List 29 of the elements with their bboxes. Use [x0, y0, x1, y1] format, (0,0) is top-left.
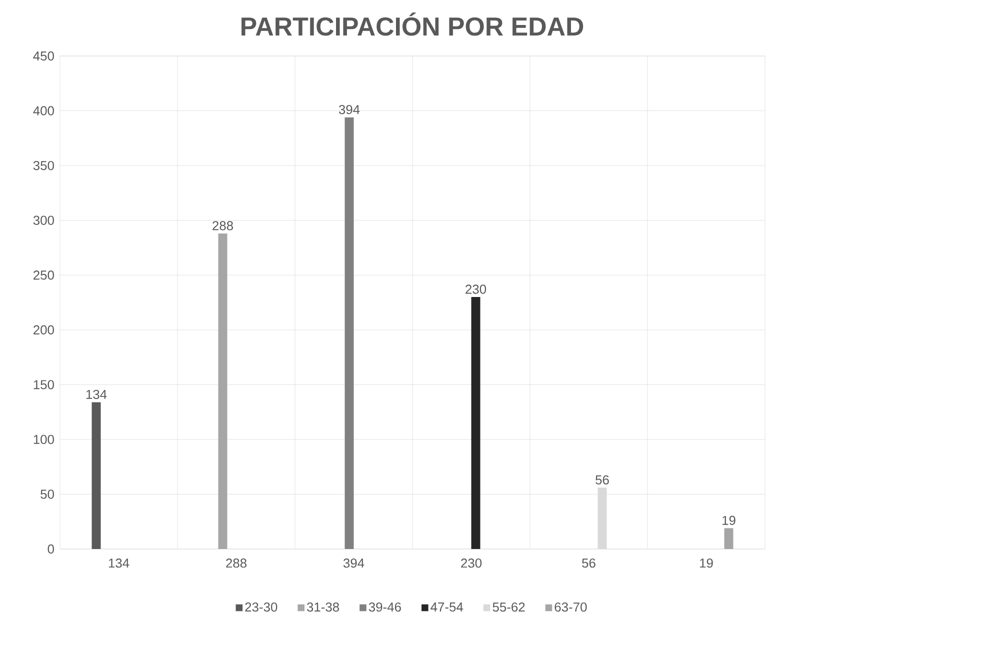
y-tick-label: 250	[34, 270, 54, 280]
y-tick-label: 0	[48, 544, 54, 554]
data-label: 230	[466, 284, 486, 294]
y-tick-label: 50	[40, 490, 54, 499]
data-label: 19	[722, 516, 736, 525]
legend-label: 63-70	[554, 602, 587, 612]
y-tick-label: 450	[33, 51, 54, 61]
y-tick-label: 100	[34, 434, 54, 444]
y-tick-label: 350	[33, 160, 54, 170]
legend-label: 23-30	[245, 602, 278, 612]
data-label: 394	[338, 104, 360, 114]
legend-label: 47-54	[430, 602, 464, 612]
x-tick-label: 134	[108, 558, 130, 568]
legend-label: 39-46	[368, 602, 401, 612]
legend-label: 31-38	[306, 602, 340, 612]
y-tick-label: 200	[34, 325, 54, 334]
y-tick-label: 150	[34, 380, 54, 390]
x-tick-label: 56	[582, 558, 596, 568]
x-tick-label: 230	[461, 558, 482, 568]
x-tick-label: 288	[226, 558, 246, 568]
chart-title: PARTICIPACIÓN POR EDAD	[242, 12, 584, 36]
data-label: 56	[596, 475, 609, 484]
data-label: 288	[212, 221, 233, 230]
data-label: 134	[86, 390, 107, 399]
y-tick-label: 300	[33, 216, 54, 225]
legend-label: 55-62	[492, 602, 525, 612]
x-tick-label: 19	[700, 558, 713, 568]
y-tick-label: 400	[33, 106, 54, 116]
x-tick-label: 394	[343, 558, 364, 568]
